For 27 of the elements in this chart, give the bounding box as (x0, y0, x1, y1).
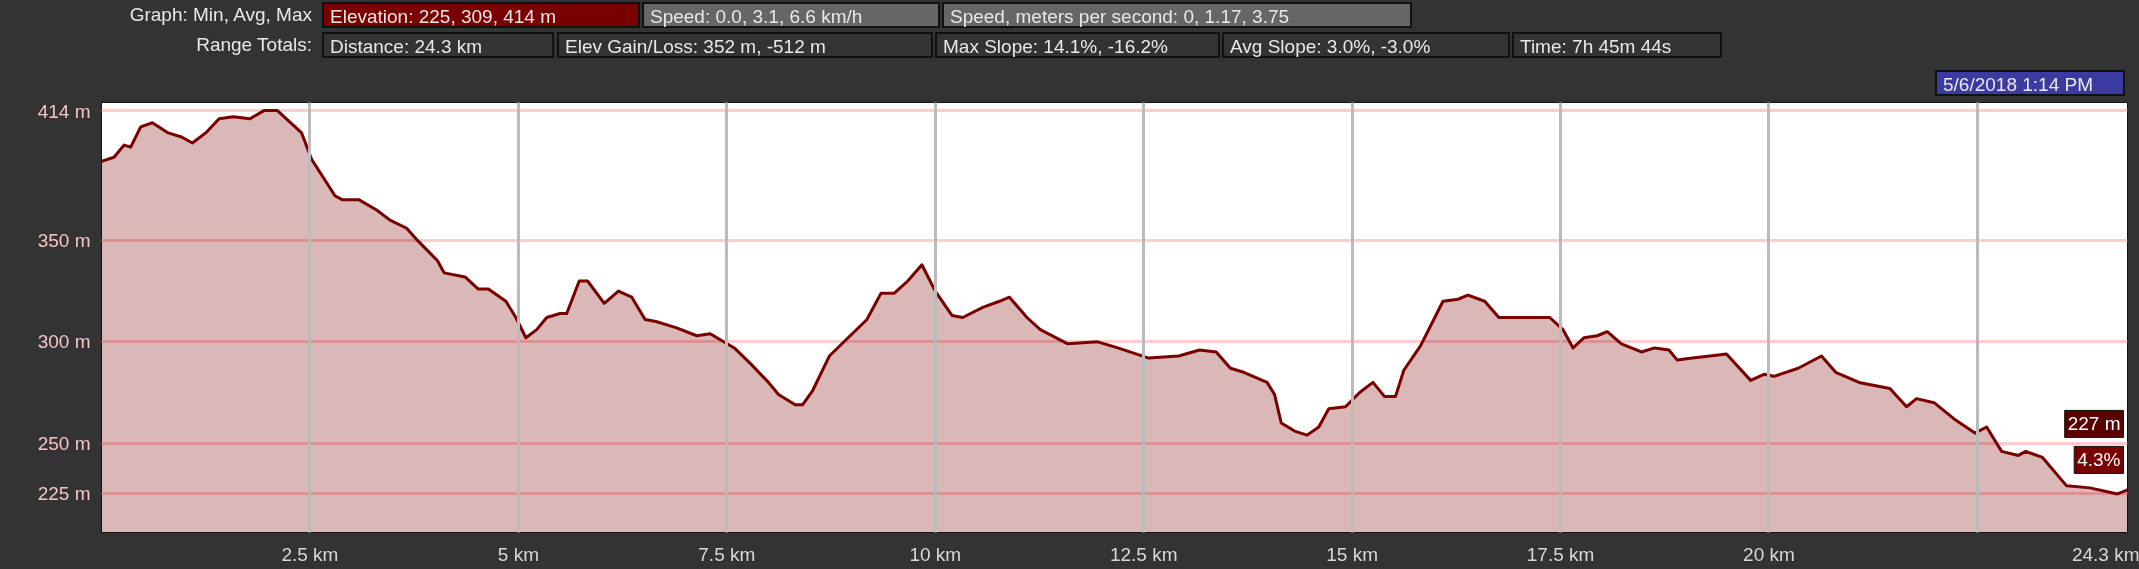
annotation: 4.3% (2077, 449, 2121, 471)
y-tick-label: 250 m (37, 432, 91, 454)
text: Graph: Min, Avg, Max (128, 3, 313, 27)
x-tick-label: 5 km (497, 543, 539, 565)
text: Time: 7h 45m 44s (1512, 32, 1722, 58)
text: Elev Gain/Loss: 352 m, -512 m (557, 32, 933, 58)
text: Distance: 24.3 km (322, 32, 554, 58)
x-tick-label: 24.3 km (2071, 543, 2139, 565)
y-tick-label: 225 m (37, 483, 91, 505)
x-tick-label: 2.5 km (281, 543, 339, 565)
text: 5/6/2018 1:14 PM (1935, 70, 2125, 96)
y-tick-label: 414 m (37, 100, 91, 122)
x-tick-label: 17.5 km (1526, 543, 1595, 565)
text: Elevation: 225, 309, 414 m (322, 2, 640, 28)
x-tick-label: 15 km (1326, 543, 1378, 565)
x-tick-label: 7.5 km (698, 543, 756, 565)
text: Max Slope: 14.1%, -16.2% (935, 32, 1220, 58)
text: Speed, meters per second: 0, 1.17, 3.75 (942, 2, 1412, 28)
y-tick-label: 350 m (37, 229, 91, 251)
x-tick-label: 12.5 km (1109, 543, 1178, 565)
x-tick-label: 10 km (909, 543, 962, 565)
text: Range Totals: (195, 33, 313, 57)
x-tick-label: 20 km (1743, 543, 1795, 565)
annotation: 227 m (2067, 413, 2121, 435)
text: Speed: 0.0, 3.1, 6.6 km/h (642, 2, 940, 28)
y-tick-label: 300 m (37, 331, 91, 353)
text: Avg Slope: 3.0%, -3.0% (1222, 32, 1510, 58)
